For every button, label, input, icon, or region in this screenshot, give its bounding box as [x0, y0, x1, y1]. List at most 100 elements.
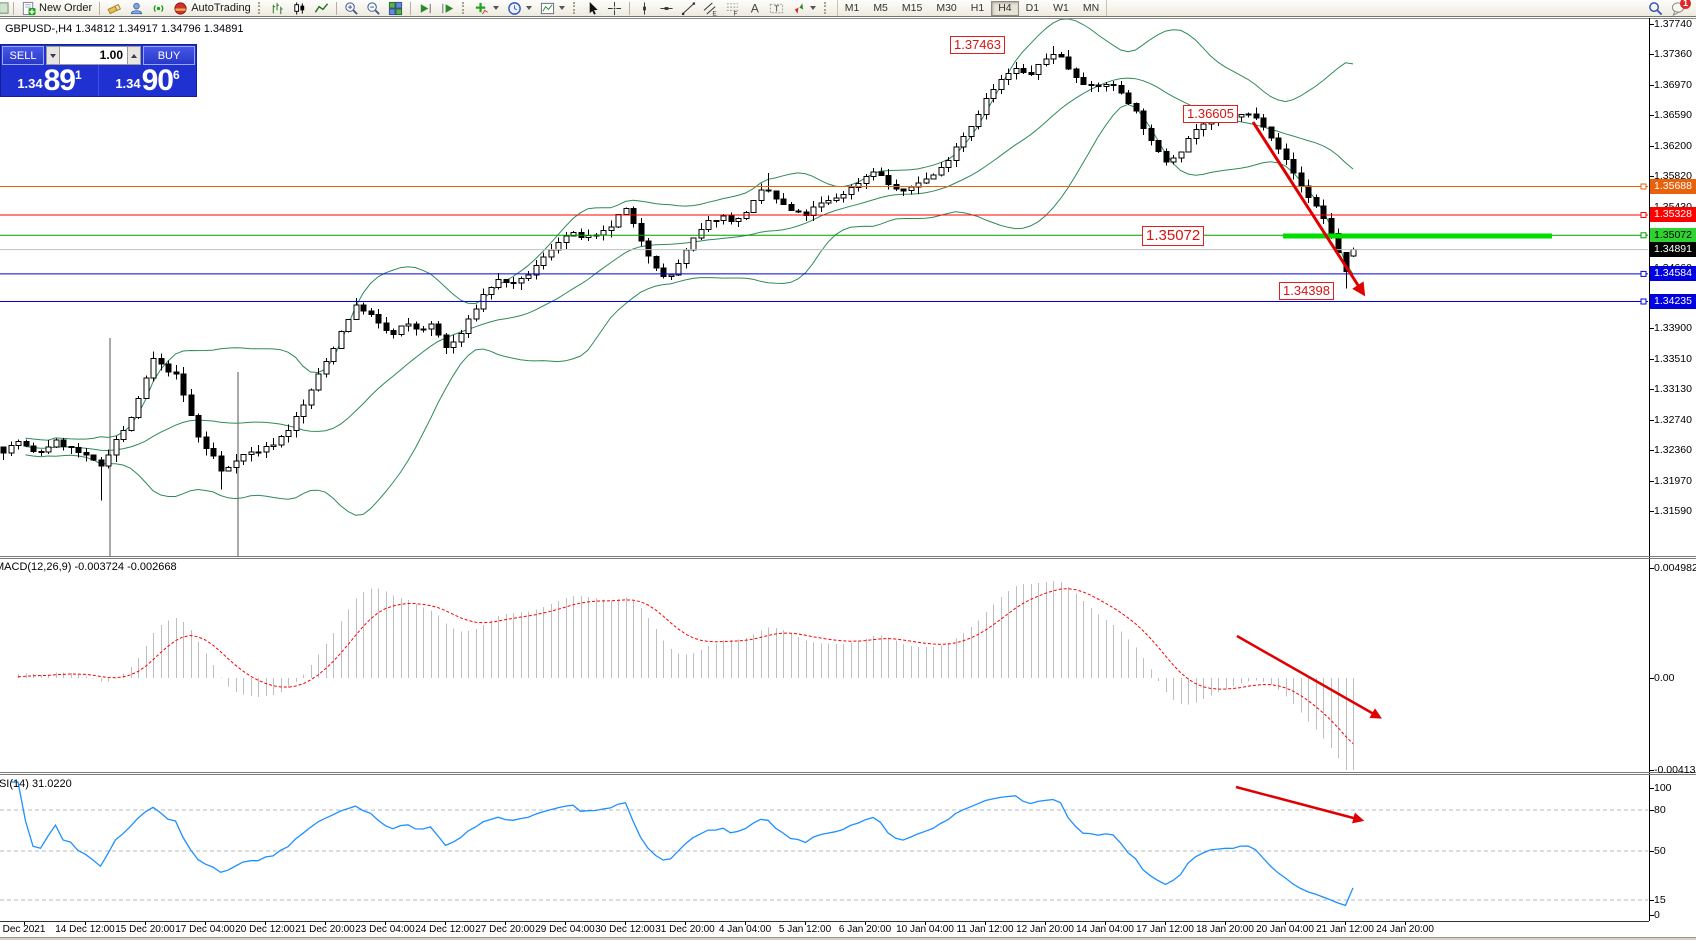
- chevron-down-icon: [525, 6, 532, 10]
- triangle-up-icon: [131, 53, 137, 58]
- volume-increase-button[interactable]: [127, 46, 141, 65]
- autotrading-label: AutoTrading: [191, 2, 251, 14]
- template-icon: [540, 1, 555, 16]
- autotrading-icon: [173, 1, 188, 16]
- periods-button[interactable]: [504, 1, 536, 16]
- svg-text:A: A: [750, 1, 759, 15]
- arrows-tool-button[interactable]: [788, 1, 820, 16]
- notification-badge: 1: [1680, 0, 1691, 9]
- bid-big-digits: 89: [43, 64, 76, 97]
- toolbar-grip: [257, 2, 263, 14]
- bollinger-bands: [25, 19, 1354, 516]
- indicators-button[interactable]: [471, 1, 503, 16]
- text-tool-icon[interactable]: A: [744, 1, 765, 16]
- timeframe-M5[interactable]: M5: [873, 1, 888, 14]
- vertical-line-icon[interactable]: [634, 1, 655, 16]
- timeframe-toolbar: M1 M5 M15 M30 H1 H4 D1 W1 MN: [836, 0, 1108, 16]
- svg-text:T: T: [774, 3, 779, 13]
- new-order-label: New Order: [39, 2, 93, 14]
- timeframe-M15[interactable]: M15: [901, 1, 923, 14]
- crosshair-icon[interactable]: [604, 1, 625, 16]
- volume-decrease-button[interactable]: [46, 46, 60, 65]
- indicators-icon: [474, 1, 489, 16]
- chevron-down-icon: [558, 6, 565, 10]
- text-label-icon[interactable]: T: [766, 1, 787, 16]
- chat-button[interactable]: 1: [1671, 0, 1691, 16]
- triangle-down-icon: [50, 53, 56, 58]
- profile-icon[interactable]: [126, 1, 147, 16]
- buy-button[interactable]: BUY: [143, 46, 195, 65]
- macd-indicator-label: MACD(12,26,9) -0.003724 -0.002668: [0, 561, 177, 573]
- timeframe-H1[interactable]: H1: [970, 1, 985, 14]
- trend-arrow[interactable]: [1236, 634, 1382, 719]
- window-bottom-strip: [0, 937, 1696, 940]
- horizontal-line-objects[interactable]: [0, 183, 1648, 305]
- timeframe-H4[interactable]: H4: [991, 0, 1019, 16]
- tile-windows-icon[interactable]: [385, 1, 406, 16]
- bid-price[interactable]: 1.34 89 1: [1, 65, 98, 96]
- bid-base: 1.34: [17, 76, 43, 91]
- trend-arrow[interactable]: [1235, 785, 1365, 824]
- axis-ticks: [24, 24, 1654, 925]
- svg-text:F: F: [733, 10, 737, 15]
- search-icon[interactable]: [1648, 1, 1663, 16]
- toolbar-separator: [335, 1, 337, 15]
- autotrading-button[interactable]: AutoTrading: [170, 1, 254, 16]
- templates-button[interactable]: [537, 1, 569, 16]
- bollinger-middle: [25, 77, 1354, 452]
- arrows-tool-icon: [791, 1, 806, 16]
- chart-shift-icon[interactable]: [437, 1, 458, 16]
- one-click-controls: SELL 1.00 BUY: [2, 46, 195, 65]
- clock-icon: [507, 1, 522, 16]
- toolbar-grip: [572, 2, 578, 14]
- toolbar-separator: [99, 1, 101, 15]
- toolbar-grip: [823, 2, 829, 14]
- trendline-icon[interactable]: [678, 1, 699, 16]
- horizontal-line-icon[interactable]: [656, 1, 677, 16]
- timeframe-M30[interactable]: M30: [936, 1, 957, 14]
- ask-pip-digit: 6: [173, 68, 180, 82]
- timeframe-W1[interactable]: W1: [1053, 1, 1069, 14]
- timeframe-D1[interactable]: D1: [1025, 1, 1040, 14]
- svg-text:E: E: [712, 10, 717, 15]
- bollinger-upper: [25, 19, 1354, 441]
- equidistant-channel-icon[interactable]: E: [700, 1, 721, 16]
- eraser-icon[interactable]: [104, 1, 125, 16]
- chevron-down-icon: [492, 6, 499, 10]
- clipped-toolbar-icon[interactable]: [0, 1, 9, 16]
- signal-icon[interactable]: [148, 1, 169, 16]
- ask-base: 1.34: [115, 76, 141, 91]
- toolbar-separator: [13, 1, 14, 15]
- zoom-in-icon[interactable]: [341, 1, 362, 16]
- sell-button[interactable]: SELL: [2, 46, 44, 65]
- bid-pip-digit: 1: [75, 68, 82, 82]
- timeframe-MN[interactable]: MN: [1082, 1, 1100, 14]
- chart-candles-icon[interactable]: [289, 1, 310, 16]
- toolbar-separator: [409, 1, 411, 15]
- symbol-ohlc-readout: GBPUSD-,H4 1.34812 1.34917 1.34796 1.348…: [5, 23, 244, 35]
- timeframe-M1[interactable]: M1: [844, 1, 860, 14]
- new-order-button[interactable]: New Order: [18, 1, 95, 16]
- toolbar-separator: [628, 1, 630, 15]
- volume-input[interactable]: 1.00: [60, 46, 127, 65]
- chart-bars-icon[interactable]: [267, 1, 288, 16]
- auto-scroll-icon[interactable]: [415, 1, 436, 16]
- bid-ask-display: 1.34 89 1 1.34 90 6: [1, 65, 196, 96]
- ask-price[interactable]: 1.34 90 6: [98, 65, 196, 96]
- cursor-icon[interactable]: [582, 1, 603, 16]
- trend-arrow[interactable]: [1251, 121, 1366, 297]
- rsi-indicator-label: RSI(14) 31.0220: [0, 778, 72, 790]
- toolbar-right-group: 1: [1648, 0, 1694, 16]
- new-order-icon: [21, 1, 36, 16]
- zoom-out-icon[interactable]: [363, 1, 384, 16]
- macd-histogram: [18, 581, 1354, 770]
- rsi-line: [10, 781, 1354, 907]
- main-toolbar: New Order AutoTrading: [0, 0, 1696, 17]
- candles-layer: [0, 45, 1357, 501]
- fibonacci-icon[interactable]: F: [722, 1, 743, 16]
- chevron-down-icon: [809, 6, 816, 10]
- one-click-trading-panel: SELL 1.00 BUY 1.34 89 1 1.34 90 6: [0, 44, 197, 97]
- ask-big-digits: 90: [141, 64, 174, 97]
- chart-line-icon[interactable]: [311, 1, 332, 16]
